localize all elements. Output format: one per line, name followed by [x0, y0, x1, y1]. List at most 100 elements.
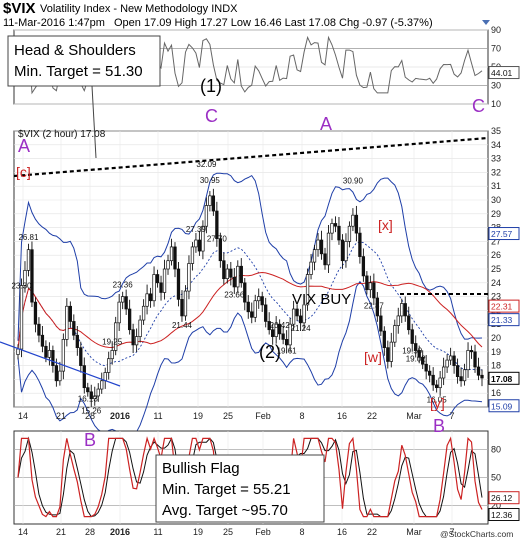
candle-body: [86, 387, 90, 393]
bottom-value-tag-label: 26.12: [491, 493, 513, 503]
price-x-tick: 7: [449, 411, 454, 421]
candle-body: [382, 330, 386, 349]
price-y-tick: 25: [491, 264, 501, 274]
candle-body: [232, 276, 236, 288]
candle-body: [372, 282, 376, 299]
price-side-tag-label: 22.31: [491, 302, 513, 312]
candle-body: [354, 214, 359, 234]
candle-body: [253, 300, 257, 318]
bottom-indicator-value-tags: 26.12 12.36: [488, 491, 520, 522]
candle-body: [127, 308, 132, 331]
price-data-label: 27.70: [207, 235, 228, 244]
candle-body: [65, 305, 69, 340]
candle-body: [330, 223, 334, 234]
price-data-label: 15.26: [81, 406, 102, 415]
bf-line-2: Min. Target = 55.21: [162, 481, 291, 498]
candle-body: [183, 290, 188, 317]
candle-body: [194, 239, 198, 248]
price-data-label: 21.44: [172, 321, 193, 330]
candle-body: [114, 322, 118, 351]
price-y-tick: 16: [491, 388, 501, 398]
candle-body: [124, 296, 128, 310]
price-y-tick: 20: [491, 333, 501, 343]
candle-body: [166, 260, 170, 270]
candle-body: [333, 223, 338, 227]
candle-body: [281, 333, 285, 340]
candle-body: [326, 232, 331, 266]
candle-body: [110, 350, 114, 360]
bottom-x-tick: 28: [85, 527, 95, 537]
candle-body: [208, 195, 212, 206]
candle-body: [162, 268, 167, 293]
candle-body: [75, 334, 79, 349]
candle-body: [389, 341, 393, 362]
top-y-tick: 30: [491, 81, 501, 91]
bottom-x-tick: 2016: [110, 527, 130, 537]
candle-body: [298, 315, 303, 324]
price-side-tag-box: [488, 299, 520, 313]
datetime: 11-Mar-2016 1:47pm: [3, 17, 105, 29]
candle-body: [358, 232, 362, 257]
bottom-x-tick: 19: [193, 527, 203, 537]
dropdown-caret-icon[interactable]: [482, 20, 490, 25]
candle-body: [291, 308, 296, 325]
candle-body: [340, 239, 345, 262]
wave-label-a-left: A: [18, 136, 30, 156]
candle-body: [229, 268, 233, 278]
candle-body: [400, 303, 404, 317]
price-side-tag-label: 27.57: [491, 229, 513, 239]
candle-body: [169, 246, 174, 262]
candle-body: [47, 350, 52, 358]
price-x-tick: 22: [367, 411, 377, 421]
price-panel-label: $VIX (2 hour) 17.08: [18, 129, 106, 140]
price-side-tags: 27.57 22.31 21.33 17.08 15.09: [488, 227, 520, 413]
candle-body: [257, 296, 261, 302]
top-y-tick: 90: [491, 25, 501, 35]
candle-body: [54, 365, 59, 382]
candle-body: [201, 225, 205, 252]
credit-text: @StockCharts.com: [440, 529, 513, 539]
candle-body: [82, 365, 86, 389]
price-data-label: 19.02: [406, 355, 427, 364]
candle-body: [278, 323, 282, 335]
candle-body: [271, 329, 275, 337]
candle-body: [30, 249, 34, 303]
candle-body: [476, 366, 481, 376]
price-side-tag-box: [488, 371, 520, 385]
candle-body: [459, 376, 463, 382]
upper-band-line: [17, 172, 483, 341]
candle-body: [414, 343, 418, 351]
candle-body: [473, 351, 477, 368]
wave-label-w: [w]: [364, 349, 382, 365]
bf-line-3: Avg. Target ~95.70: [162, 502, 288, 519]
bottom-x-tick: Feb: [255, 527, 271, 537]
candle-body: [284, 339, 289, 346]
vix-buy-label: VIX BUY: [292, 291, 351, 308]
price-data-labels: 26.81 23.30 16.13 15.26 23.36 19.25 27.39 21.44…: [11, 160, 447, 415]
candle-body: [100, 380, 104, 390]
candle-body: [434, 384, 439, 389]
candle-body: [438, 377, 442, 389]
candle-body: [462, 369, 467, 382]
price-x-tick: 19: [193, 411, 203, 421]
candle-body: [19, 285, 24, 350]
bottom-x-tick: 16: [337, 527, 347, 537]
wave-label-b-bottom: B: [84, 430, 96, 450]
hs-line-2: Min. Target = 51.30: [14, 63, 143, 80]
candle-body: [159, 282, 163, 293]
wave-label-c-bracket: [c]: [16, 164, 31, 180]
price-side-tag-box: [488, 313, 520, 327]
candle-body: [455, 365, 460, 377]
price-data-label: 30.90: [343, 177, 364, 186]
candle-body: [365, 275, 369, 291]
price-data-label: 23.30: [11, 281, 32, 290]
price-y-tick: 35: [491, 126, 501, 136]
price-y-tick: 18: [491, 361, 501, 371]
candle-body: [51, 350, 55, 366]
candle-body: [309, 261, 313, 275]
candle-body: [145, 293, 149, 307]
candle-body: [79, 347, 83, 366]
price-x-tick: 25: [223, 411, 233, 421]
price-y-tick: 26: [491, 250, 501, 260]
price-data-label: 32.09: [196, 160, 217, 169]
